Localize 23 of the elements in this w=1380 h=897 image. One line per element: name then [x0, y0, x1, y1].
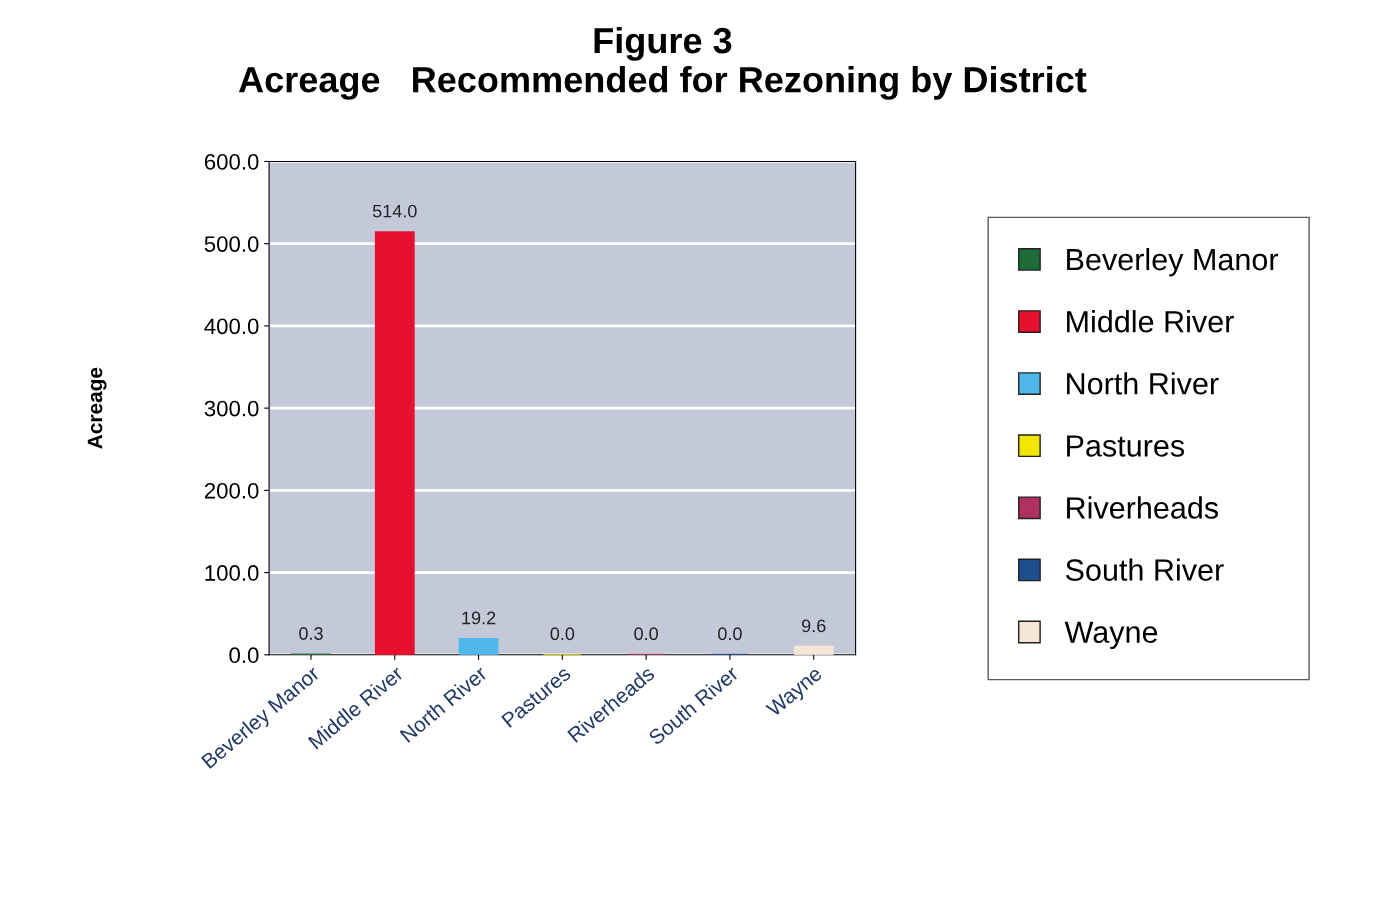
data-label: 9.6 — [802, 619, 826, 633]
y-tick-label: 0.0 — [229, 647, 259, 664]
y-tick-label: 100.0 — [205, 565, 259, 581]
chart-title: Figure 3 Acreage Recommended for Rezoning by District — [238, 26, 1087, 100]
data-label: 19.2 — [462, 611, 496, 625]
legend-label: South River — [1065, 558, 1224, 581]
y-axis-title: Acreage — [87, 367, 107, 449]
legend-label: Wayne — [1064, 621, 1158, 650]
legend-label: Riverheads — [1067, 496, 1219, 519]
y-tick-label: 500.0 — [204, 236, 259, 252]
legend-label: North River — [1067, 372, 1219, 395]
data-label: 0.0 — [634, 627, 658, 641]
y-tick-label: 300.0 — [204, 400, 259, 417]
legend-label: Beverley Manor — [1067, 247, 1279, 277]
legend-label: Middle River — [1067, 310, 1234, 333]
legend-label: Pastures — [1067, 435, 1185, 457]
y-tick-label: 200.0 — [204, 482, 259, 499]
data-label: 0.3 — [299, 627, 323, 640]
y-tick-label: 600.0 — [204, 153, 259, 170]
y-tick-label: 400.0 — [204, 318, 259, 335]
data-label: 514.0 — [372, 204, 417, 218]
data-label: 0.0 — [550, 627, 575, 641]
data-label: 0.0 — [718, 627, 742, 641]
